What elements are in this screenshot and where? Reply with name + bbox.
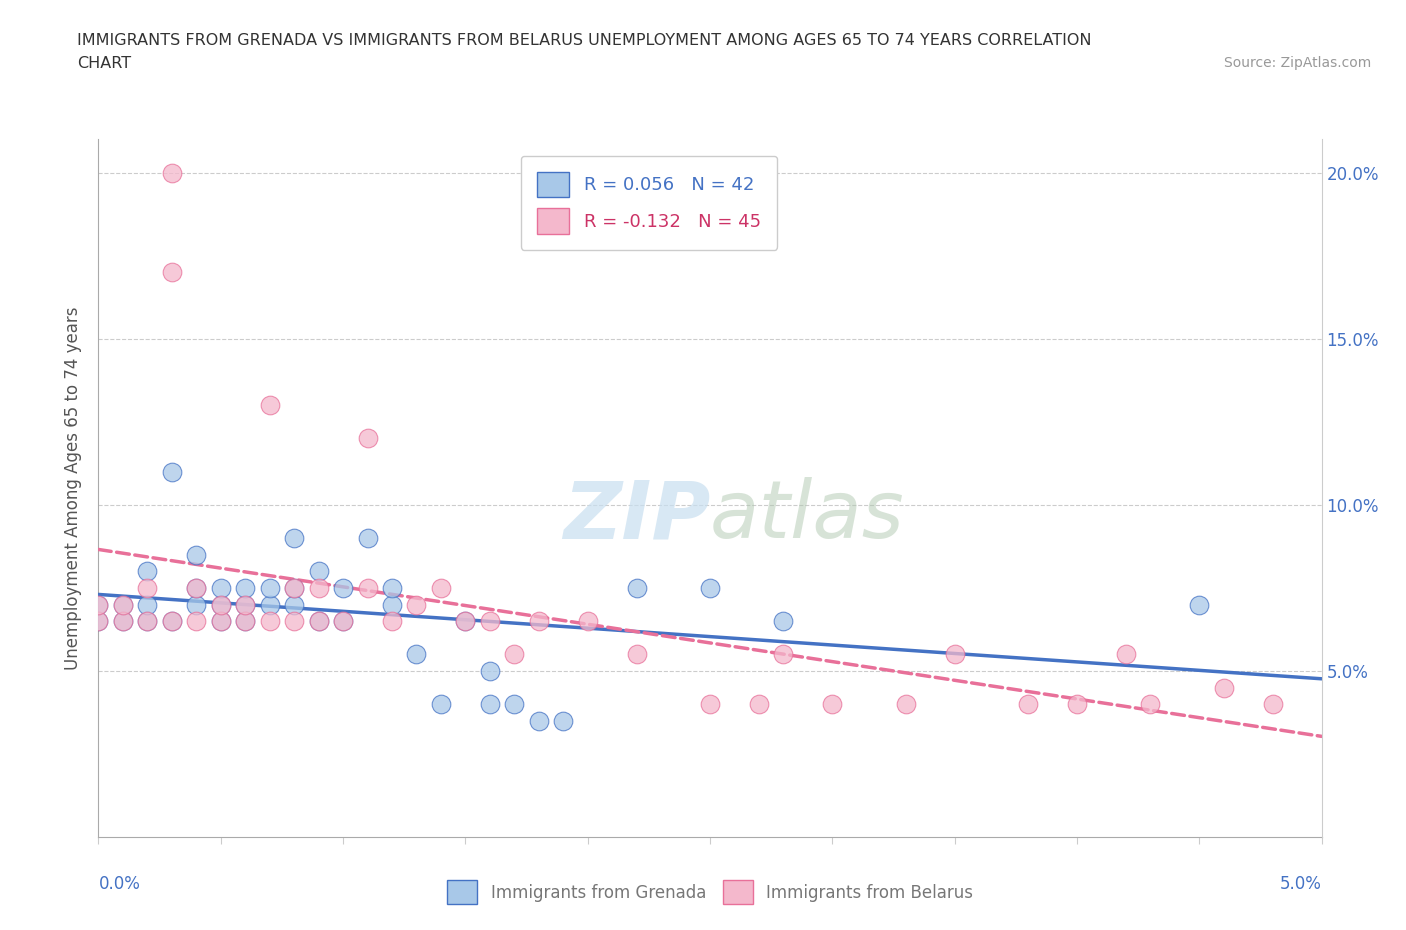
Text: CHART: CHART bbox=[77, 56, 131, 71]
Text: IMMIGRANTS FROM GRENADA VS IMMIGRANTS FROM BELARUS UNEMPLOYMENT AMONG AGES 65 TO: IMMIGRANTS FROM GRENADA VS IMMIGRANTS FR… bbox=[77, 33, 1092, 47]
Point bbox=[259, 580, 281, 595]
Point bbox=[478, 697, 501, 711]
Point bbox=[283, 597, 305, 612]
Point bbox=[136, 597, 159, 612]
Point bbox=[430, 697, 453, 711]
Point bbox=[136, 580, 159, 595]
Point bbox=[209, 597, 232, 612]
Point bbox=[233, 597, 256, 612]
Point bbox=[136, 614, 159, 629]
Point bbox=[136, 614, 159, 629]
Point bbox=[186, 597, 208, 612]
Point bbox=[160, 166, 183, 180]
Point bbox=[308, 564, 330, 578]
Point bbox=[209, 597, 232, 612]
Point bbox=[1017, 697, 1039, 711]
Point bbox=[87, 597, 110, 612]
Point bbox=[111, 614, 134, 629]
Point bbox=[1188, 597, 1211, 612]
Legend: Immigrants from Grenada, Immigrants from Belarus: Immigrants from Grenada, Immigrants from… bbox=[439, 872, 981, 912]
Text: 0.0%: 0.0% bbox=[98, 875, 141, 894]
Point bbox=[259, 398, 281, 413]
Point bbox=[748, 697, 770, 711]
Point bbox=[233, 614, 256, 629]
Point bbox=[160, 614, 183, 629]
Point bbox=[943, 647, 966, 662]
Point bbox=[233, 597, 256, 612]
Point bbox=[186, 580, 208, 595]
Point bbox=[1066, 697, 1088, 711]
Point bbox=[772, 647, 794, 662]
Point bbox=[209, 614, 232, 629]
Point bbox=[233, 580, 256, 595]
Point bbox=[626, 647, 648, 662]
Point bbox=[478, 663, 501, 678]
Point bbox=[259, 614, 281, 629]
Point bbox=[209, 580, 232, 595]
Point bbox=[233, 614, 256, 629]
Point bbox=[283, 531, 305, 546]
Point bbox=[381, 580, 404, 595]
Point bbox=[160, 614, 183, 629]
Point bbox=[160, 265, 183, 280]
Point bbox=[454, 614, 477, 629]
Point bbox=[87, 614, 110, 629]
Point bbox=[209, 614, 232, 629]
Point bbox=[259, 597, 281, 612]
Point bbox=[699, 697, 721, 711]
Point bbox=[356, 580, 378, 595]
Point bbox=[527, 713, 550, 728]
Point bbox=[332, 614, 354, 629]
Point bbox=[283, 580, 305, 595]
Point bbox=[111, 597, 134, 612]
Point bbox=[454, 614, 477, 629]
Text: Source: ZipAtlas.com: Source: ZipAtlas.com bbox=[1223, 56, 1371, 70]
Point bbox=[283, 614, 305, 629]
Point bbox=[527, 614, 550, 629]
Point bbox=[772, 614, 794, 629]
Text: ZIP: ZIP bbox=[562, 477, 710, 555]
Point bbox=[111, 614, 134, 629]
Point bbox=[87, 614, 110, 629]
Point bbox=[430, 580, 453, 595]
Point bbox=[308, 614, 330, 629]
Point bbox=[576, 614, 599, 629]
Point bbox=[1212, 680, 1234, 695]
Point bbox=[405, 597, 427, 612]
Point bbox=[186, 580, 208, 595]
Point bbox=[308, 580, 330, 595]
Point bbox=[894, 697, 917, 711]
Point bbox=[405, 647, 427, 662]
Point bbox=[332, 580, 354, 595]
Point bbox=[1139, 697, 1161, 711]
Point bbox=[1261, 697, 1284, 711]
Point bbox=[308, 614, 330, 629]
Point bbox=[136, 564, 159, 578]
Point bbox=[356, 531, 378, 546]
Point bbox=[503, 647, 526, 662]
Text: atlas: atlas bbox=[710, 477, 905, 555]
Point bbox=[87, 597, 110, 612]
Point bbox=[381, 597, 404, 612]
Point bbox=[699, 580, 721, 595]
Point bbox=[381, 614, 404, 629]
Point bbox=[553, 713, 575, 728]
Point bbox=[283, 580, 305, 595]
Point bbox=[111, 597, 134, 612]
Point bbox=[478, 614, 501, 629]
Y-axis label: Unemployment Among Ages 65 to 74 years: Unemployment Among Ages 65 to 74 years bbox=[65, 307, 83, 670]
Point bbox=[186, 547, 208, 562]
Text: 5.0%: 5.0% bbox=[1279, 875, 1322, 894]
Point bbox=[160, 464, 183, 479]
Point bbox=[186, 614, 208, 629]
Point bbox=[503, 697, 526, 711]
Point bbox=[626, 580, 648, 595]
Point bbox=[1115, 647, 1137, 662]
Point bbox=[356, 431, 378, 445]
Point bbox=[332, 614, 354, 629]
Point bbox=[821, 697, 844, 711]
